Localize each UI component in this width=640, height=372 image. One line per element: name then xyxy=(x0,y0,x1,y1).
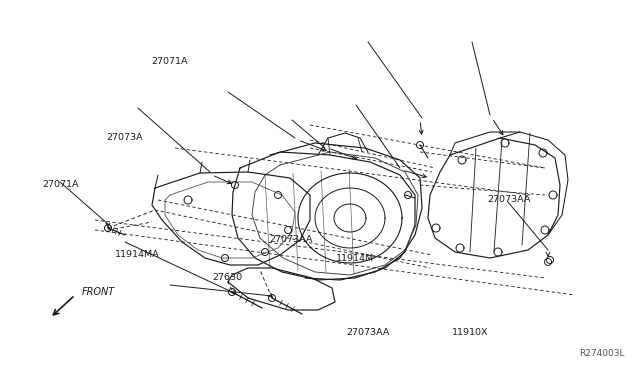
Text: 11910X: 11910X xyxy=(452,328,489,337)
Text: 27630: 27630 xyxy=(212,273,243,282)
Text: 27073AA: 27073AA xyxy=(487,195,531,203)
Text: 27071A: 27071A xyxy=(151,57,188,66)
Text: 27073A: 27073A xyxy=(106,133,143,142)
Text: FRONT: FRONT xyxy=(82,287,115,297)
Text: R274003L: R274003L xyxy=(579,349,625,358)
Text: 27071A: 27071A xyxy=(42,180,79,189)
Text: 11914MA: 11914MA xyxy=(115,250,160,259)
Text: 27073AA: 27073AA xyxy=(346,328,390,337)
Text: 11914M: 11914M xyxy=(336,254,374,263)
Text: 27073AA: 27073AA xyxy=(269,235,313,244)
